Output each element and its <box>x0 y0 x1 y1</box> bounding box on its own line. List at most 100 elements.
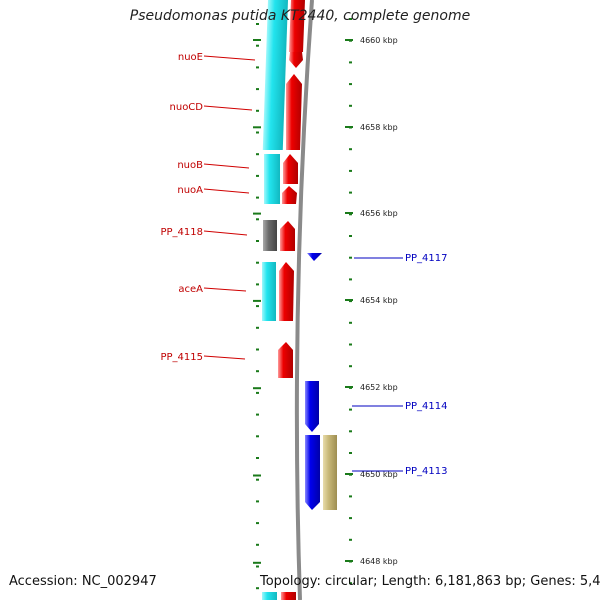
minor-tick-right <box>349 213 352 216</box>
gene-arrow-nuoE[interactable] <box>289 52 303 68</box>
minor-tick-left <box>256 88 259 91</box>
gene-callout-line <box>203 355 246 360</box>
minor-tick-left <box>256 261 259 264</box>
accession-text: Accession: NC_002947 <box>9 574 157 589</box>
topology-text: Topology: circular; Length: 6,181,863 bp… <box>260 574 600 589</box>
minor-tick-right <box>349 83 352 86</box>
minor-tick-right <box>349 126 352 129</box>
coordinate-ticks: 4660 kbp 4658 kbp 4656 kbp 4654 kbp 4652 kbp… <box>253 18 398 590</box>
gene-callout-line <box>203 163 250 169</box>
gene-label-aceA[interactable]: aceA <box>178 284 203 295</box>
minor-tick-left <box>256 478 259 481</box>
gene-labels-left: nuoE nuoCD nuoB nuoA PP_4118 aceA PP_4115 <box>160 52 256 363</box>
gene-label-PP_4118[interactable]: PP_4118 <box>160 227 203 238</box>
tick-label: 4660 kbp <box>360 36 398 45</box>
gene-callout-line <box>203 230 248 236</box>
minor-tick-right <box>349 452 352 454</box>
minor-tick-left <box>256 153 259 156</box>
minor-tick-right <box>349 104 352 107</box>
minor-tick-right <box>349 169 352 172</box>
minor-tick-left <box>256 240 259 242</box>
minor-tick-right <box>349 386 352 389</box>
minor-tick-left <box>256 23 259 25</box>
minor-tick-left <box>256 174 259 177</box>
gene-arrow-pp4117[interactable] <box>307 253 322 261</box>
gene-label-PP_4117[interactable]: PP_4117 <box>405 253 448 264</box>
minor-tick-right <box>349 235 352 237</box>
map-title: Pseudomonas putida KT2440, complete geno… <box>129 8 471 24</box>
minor-tick-right <box>349 517 352 520</box>
minor-tick-right <box>349 473 352 476</box>
cog-block-acea[interactable] <box>262 262 276 321</box>
minor-tick-left <box>256 543 259 546</box>
minor-tick-right <box>349 321 352 324</box>
cog-block-bottom[interactable] <box>262 592 277 600</box>
minor-tick-right <box>349 39 352 42</box>
genome-backbone <box>294 0 314 600</box>
gene-arrow-pp4114[interactable] <box>305 381 319 432</box>
minor-tick-left <box>256 348 259 351</box>
reverse-strand-track <box>305 253 322 510</box>
minor-tick-right <box>349 18 352 20</box>
minor-tick-left <box>256 435 259 438</box>
forward-strand-track <box>278 0 305 600</box>
minor-tick-left <box>256 131 259 134</box>
gene-label-nuoCD[interactable]: nuoCD <box>170 102 204 113</box>
minor-tick-left <box>256 522 259 525</box>
gene-label-PP_4113[interactable]: PP_4113 <box>405 466 448 477</box>
minor-tick-right <box>349 365 352 368</box>
tick-label: 4658 kbp <box>360 123 398 132</box>
minor-tick-left <box>256 413 259 416</box>
gene-arrow-pp4115[interactable] <box>278 342 293 378</box>
gene-arrow-nuoB[interactable] <box>283 154 298 184</box>
minor-tick-left <box>256 565 259 568</box>
tick-label: 4648 kbp <box>360 557 398 566</box>
gene-label-nuoB[interactable]: nuoB <box>177 160 203 171</box>
tick-label: 4656 kbp <box>360 209 398 218</box>
minor-tick-left <box>256 587 259 590</box>
gene-arrow-nuoA[interactable] <box>282 186 297 204</box>
minor-tick-left <box>256 109 259 112</box>
cog-block-pp4113[interactable] <box>323 435 337 510</box>
minor-tick-left <box>256 283 259 286</box>
gene-arrow-nuoCD[interactable] <box>286 74 302 150</box>
gene-arrow-top[interactable] <box>289 0 305 52</box>
minor-tick-right <box>349 430 352 433</box>
minor-tick-right <box>349 278 352 281</box>
minor-tick-left <box>256 326 259 329</box>
minor-tick-right <box>349 408 352 411</box>
gene-arrow-pp4118[interactable] <box>280 221 295 251</box>
gene-label-nuoA[interactable]: nuoA <box>177 185 203 196</box>
minor-tick-right <box>349 300 352 303</box>
gene-callout-line <box>203 105 253 111</box>
gene-arrow-aceA[interactable] <box>279 262 294 321</box>
cog-cyan-track <box>262 0 288 600</box>
gene-label-nuoE[interactable]: nuoE <box>178 52 203 63</box>
cog-block-nuo-upper[interactable] <box>262 0 288 150</box>
minor-tick-left <box>256 218 259 221</box>
gene-arrow-pp4113[interactable] <box>305 435 320 510</box>
tick-label: 4652 kbp <box>360 383 398 392</box>
minor-tick-right <box>349 148 352 151</box>
tick-label: 4650 kbp <box>360 470 398 479</box>
minor-tick-left <box>256 305 259 308</box>
gene-label-PP_4115[interactable]: PP_4115 <box>160 352 203 363</box>
cog-block-unassigned-pp4118[interactable] <box>263 220 277 251</box>
minor-tick-left <box>256 457 259 459</box>
cog-block-nuo-lower[interactable] <box>264 154 280 204</box>
minor-tick-left <box>256 66 259 69</box>
minor-tick-left <box>256 500 259 503</box>
gene-label-PP_4114[interactable]: PP_4114 <box>405 401 448 412</box>
gene-labels-right: PP_4117 PP_4114 PP_4113 <box>352 253 448 477</box>
minor-tick-right <box>349 61 352 64</box>
minor-tick-left <box>256 391 259 394</box>
gene-arrow-bottom[interactable] <box>281 592 296 600</box>
tick-label: 4654 kbp <box>360 296 398 305</box>
minor-tick-right <box>349 538 352 541</box>
minor-tick-right <box>349 191 352 194</box>
minor-tick-right <box>349 343 352 346</box>
minor-tick-right <box>349 495 352 498</box>
gene-callout-line <box>203 55 256 61</box>
minor-tick-left <box>256 196 259 199</box>
